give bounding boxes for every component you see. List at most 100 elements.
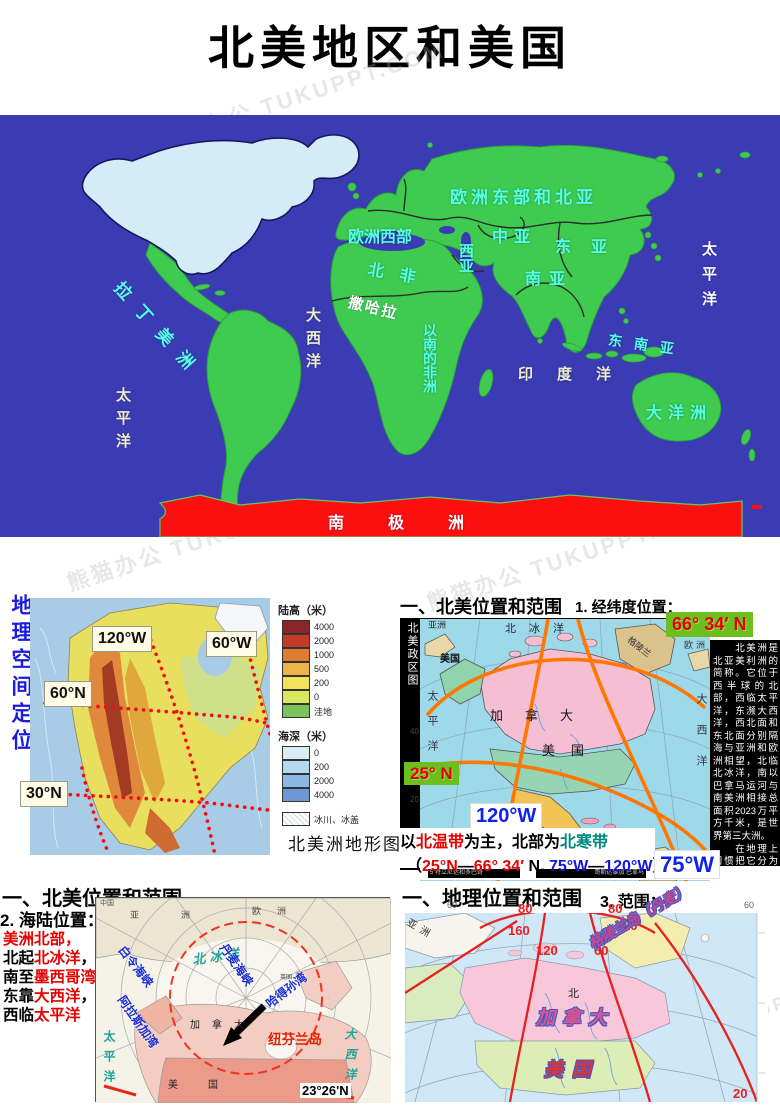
- sea-contours: [34, 627, 263, 849]
- latlon-heading: 一、北美位置和范围: [400, 597, 562, 617]
- label-north-char: 北: [568, 988, 579, 1000]
- antarctica-fragment: [752, 505, 762, 509]
- islands: [193, 142, 756, 462]
- callout-25-n: 25° N: [404, 762, 459, 785]
- label-asia-polar: 亚洲: [130, 910, 233, 920]
- hudson-bay-polar: [264, 1032, 298, 1060]
- glacier-swatch: [282, 812, 310, 826]
- sealand-line-5: 西临太平洋: [3, 1007, 81, 1024]
- range-right-margin: [757, 913, 768, 1102]
- label-atlantic-political: 大西洋: [695, 693, 707, 786]
- legend-land-title: 陆高（米）: [278, 605, 333, 617]
- label-sub-saharan-africa: 以南的非洲: [422, 323, 438, 393]
- label-china: 中国: [100, 900, 114, 907]
- north-america-shape: [81, 134, 360, 276]
- callout-66-34-n: 66° 34′ N: [666, 612, 753, 637]
- side-label-geo-positioning: 地理空间定位: [9, 594, 32, 756]
- label-east-asia: 东亚: [555, 239, 628, 256]
- range-subheading: 3. 范围：: [600, 894, 666, 911]
- label-usa-alaska: 美国: [440, 654, 460, 665]
- region-borders: [331, 178, 653, 318]
- greenland-shape: [614, 623, 676, 675]
- legend-sea-title: 海深（米）: [278, 731, 333, 743]
- label-europe-small: 欧洲: [684, 640, 709, 650]
- label-canada-range: 加拿大: [536, 1008, 615, 1029]
- legend-glacier-label: 冰川、冰盖: [314, 814, 360, 825]
- label-canada: 加拿大: [490, 708, 596, 723]
- topo-legend: 陆高（米） 4000 2000 1000 500 200 0 洼地 海深（米） 0 200 20…: [272, 598, 398, 855]
- margin-ticks: [756, 913, 765, 1102]
- arctic-circle-dashed: [169, 921, 323, 1075]
- label-pacific-left: 太平洋: [114, 387, 131, 456]
- greenland-polar: [295, 960, 353, 1011]
- label-south-asia: 南亚: [525, 271, 574, 288]
- eurasia-shape: [335, 144, 675, 353]
- label-pacific-political: 太平洋: [426, 690, 438, 765]
- topo-range-east: [125, 658, 165, 803]
- page-title: 北美地区和美国: [208, 21, 572, 75]
- topo-cordillera-inner: [102, 660, 132, 798]
- political-map-side-label: 北美政区图: [406, 622, 418, 687]
- canada-shape: [479, 648, 656, 755]
- label-usa-main: 美国: [542, 743, 601, 758]
- mediterranean-sea: [359, 233, 425, 251]
- australia-shape: [631, 372, 722, 442]
- asia-corner: [424, 633, 456, 658]
- label-tropic-2326: 23°26'N: [300, 1083, 351, 1098]
- coord-60n: 60°N: [44, 681, 92, 707]
- iceland-range: [700, 933, 710, 943]
- label-atlantic: 大西洋: [304, 307, 321, 376]
- red-80-left: 80: [518, 901, 533, 916]
- range-heading: 一、地理位置和范围: [402, 888, 582, 910]
- climate-line: 以北温带为主，北部为北寒带: [400, 834, 609, 851]
- label-usa-range: 美国: [544, 1060, 601, 1081]
- africa-shape: [330, 237, 483, 456]
- label-newfoundland: 纽芬兰岛: [268, 1032, 322, 1047]
- label-pacific-polar: 太平洋: [102, 1030, 116, 1090]
- north-america-description: 北美洲是北亚美利洲的简称。它位于西半球的北部，西临太平洋，东濒大西洋，西北面和东…: [710, 640, 780, 917]
- legend-sea-items: 0 200 2000 4000: [272, 746, 398, 802]
- coord-120w: 120°W: [92, 626, 153, 652]
- scalebar-left: 5 特立尼达和多巴哥: [428, 869, 520, 878]
- coord-30n: 30°N: [20, 781, 68, 807]
- rivers-range: [544, 992, 618, 1089]
- sealand-list: 美洲北部， 北起北冰洋， 南至墨西哥湾， 东靠大西洋， 西临太平洋: [3, 930, 112, 1025]
- range-map-svg: [404, 909, 768, 1103]
- latlon-subheading: 1. 经纬度位置：: [575, 599, 682, 616]
- label-east-europe-north-asia: 欧洲东部和北亚: [450, 188, 597, 207]
- scalebar-right: 哥斯达黎加 巴拿马: [536, 869, 646, 878]
- label-pacific-right: 太平洋: [700, 241, 717, 316]
- label-europe-polar: 欧洲: [252, 906, 303, 916]
- label-oceania: 大洋洲: [646, 405, 713, 422]
- red-80-right: 80: [608, 901, 623, 916]
- black-sea: [439, 226, 455, 234]
- label-canada-polar: 加拿大: [190, 1020, 256, 1031]
- caspian-sea: [461, 232, 471, 250]
- label-asia-small: 亚洲: [428, 620, 447, 630]
- sealand-line-2: 北起北冰洋，: [3, 950, 97, 967]
- world-map-svg: [0, 115, 780, 538]
- gray-60-right: 60: [744, 900, 755, 910]
- range-line: （25°N—66° 34′ N, 75°W—120°W）: [406, 858, 668, 875]
- graticule-40: 40: [410, 727, 419, 736]
- label-west-asia: 西亚: [457, 243, 474, 273]
- red-20-bottom: 20: [733, 1086, 748, 1101]
- red-60: 60: [594, 943, 609, 958]
- climate-text-block: 以北温带为主，北部为北寒带 （25°N—66° 34′ N, 75°W—120°…: [400, 828, 668, 875]
- red-20-top: 20: [623, 918, 638, 933]
- label-indian-ocean: 印度洋: [518, 366, 636, 383]
- topo-mexico-highland: [145, 808, 180, 853]
- label-atlantic-polar: 大西洋: [343, 1028, 357, 1088]
- rivers-lakes: [534, 703, 581, 790]
- red-120: 120: [536, 943, 558, 958]
- scalebar-strip: 5 特立尼达和多巴哥 100 哥斯达黎加 巴拿马: [420, 868, 710, 880]
- range-map: [404, 909, 768, 1103]
- label-arctic-ocean: 北冰洋: [505, 623, 577, 635]
- gray-60-left: 60: [447, 900, 458, 910]
- label-west-europe: 欧洲西部: [348, 229, 413, 246]
- orange-latlon-lines: [418, 617, 708, 883]
- world-region-map: 欧洲东部和北亚 欧洲西部 中亚 东亚 西亚 南亚 北非 撒哈拉 以南的非洲 拉丁…: [0, 115, 780, 538]
- coord-60w: 60°W: [206, 631, 258, 657]
- canada-range: [459, 957, 671, 1044]
